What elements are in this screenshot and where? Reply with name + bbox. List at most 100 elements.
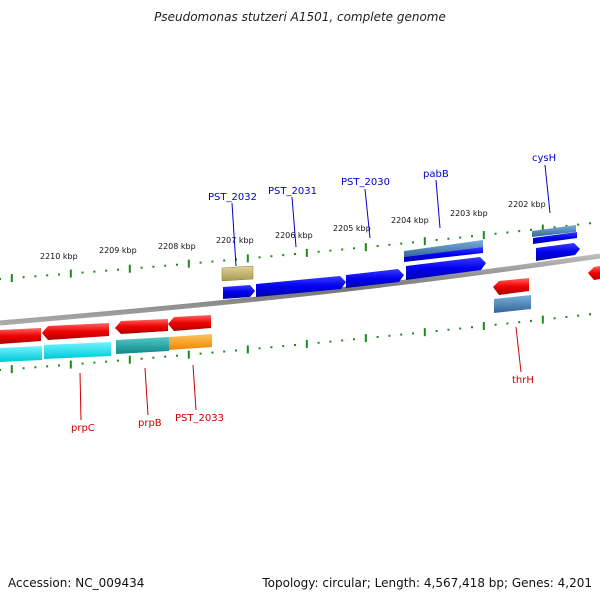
ruler-minor-tick [506,322,509,325]
ruler-minor-tick [164,264,167,267]
gene-prpb-arrow[interactable] [115,319,168,334]
ruler-minor-tick [199,352,202,355]
gene-label-pst-2031[interactable]: PST_2031 [268,186,317,197]
ruler-major-tick [69,360,72,369]
ruler-minor-tick [223,259,226,262]
ruler-minor-tick [270,346,273,349]
ruler-minor-tick [22,367,25,370]
ruler-major-tick [246,345,249,354]
ruler-minor-tick [353,247,355,250]
ruler-minor-tick [577,223,580,226]
ruler-minor-tick [223,350,226,353]
gene-cysh-arrow[interactable] [536,243,580,261]
ruler-minor-tick [211,260,214,263]
feature-steel-box-cysh[interactable] [532,225,576,237]
kbp-label-2209: 2209 kbp [99,246,137,255]
ruler-minor-tick [471,326,473,329]
ruler-minor-tick [435,329,438,332]
gene-thrh-arrow[interactable] [493,278,529,295]
ruler-minor-tick [258,256,261,259]
gene-cysh-box[interactable] [533,232,577,244]
ruler-minor-tick [376,244,379,247]
gene-label-prpb[interactable]: prpB [138,418,162,429]
ruler-major-tick [482,230,485,239]
gene-label-pst-2032[interactable]: PST_2032 [208,192,257,203]
ruler-major-tick [364,334,367,343]
ruler-minor-tick [211,351,214,354]
ruler-minor-tick [459,236,462,239]
ruler-minor-tick [117,268,119,271]
ruler-minor-tick [447,328,450,331]
kbp-label-2202: 2202 kbp [508,200,546,209]
genome-backbone [0,253,600,326]
ruler-minor-tick [400,333,403,336]
ruler-major-tick [10,274,13,283]
feature-steel-box-pabb[interactable] [404,240,483,257]
gene-pst-2030-arrow[interactable] [346,269,404,288]
gene-label-cysh[interactable]: cysH [532,153,556,164]
ruler-minor-tick [506,231,509,234]
ruler-minor-tick [58,273,60,276]
feature-teal-prpb[interactable] [116,337,169,354]
ruler-minor-tick [494,232,497,235]
ruler-major-tick [128,355,131,364]
feature-steel-box-thrh[interactable] [494,295,531,313]
gene-pabb-arrow[interactable] [406,257,486,280]
ruler-major-tick [364,243,367,252]
feature-cyan-left[interactable] [0,346,42,362]
label-leaders [79,164,551,421]
ruler-minor-tick [140,357,143,360]
ruler-minor-tick [553,226,556,229]
ruler-minor-tick [412,332,414,335]
reverse-features [0,266,600,362]
gene-label-thrh[interactable]: thrH [512,375,534,386]
ruler-minor-tick [518,321,521,324]
gene-pst-2032-arrow[interactable] [223,285,255,299]
feature-cyan-prpc[interactable] [44,342,111,359]
gene-reverse-left-arrow[interactable] [0,328,41,344]
upper-ruler [0,222,591,283]
feature-olive-box[interactable] [221,265,254,282]
ruler-minor-tick [164,355,167,358]
ruler-minor-tick [565,224,568,227]
ruler-minor-tick [412,241,414,244]
ruler-minor-tick [518,230,521,233]
gene-label-pabb[interactable]: pabB [423,169,449,180]
ruler-minor-tick [317,250,320,253]
ruler-minor-tick [589,222,591,225]
gene-label-pst-2033[interactable]: PST_2033 [175,413,224,424]
ruler-minor-tick [494,323,497,326]
gene-prpc-arrow[interactable] [42,323,109,340]
gene-labels: PST_2032 PST_2031 PST_2030 pabB cysH prp… [71,153,556,434]
ruler-minor-tick [22,276,25,279]
ruler-major-tick [482,321,485,330]
ruler-minor-tick [388,334,391,337]
ruler-minor-tick [258,347,261,350]
gene-pst-2031-arrow[interactable] [256,276,346,297]
ruler-minor-tick [140,266,143,269]
ruler-major-tick [423,237,426,246]
ruler-minor-tick [329,340,332,343]
kbp-label-2206: 2206 kbp [275,231,313,240]
gene-pst-2033-arrow[interactable] [168,315,211,331]
ruler-minor-tick [270,255,273,258]
ruler-minor-tick [81,271,84,274]
ruler-major-tick [69,269,72,278]
gene-pabb-box[interactable] [404,247,483,262]
ruler-minor-tick [471,235,473,238]
ruler-major-tick [541,224,544,233]
feature-orange-pst-2033[interactable] [169,334,212,350]
gene-reverse-right-arrow[interactable] [588,266,600,280]
ruler-minor-tick [341,248,344,251]
ruler-minor-tick [530,228,532,231]
ruler-minor-tick [553,317,556,320]
ruler-major-tick [187,350,190,359]
ruler-minor-tick [317,341,320,344]
gene-label-pst-2030[interactable]: PST_2030 [341,177,390,188]
map-title: Pseudomonas stutzeri A1501, complete gen… [154,10,446,24]
ruler-minor-tick [459,327,462,330]
ruler-minor-tick [577,314,580,317]
gene-label-prpc[interactable]: prpC [71,423,95,434]
ruler-minor-tick [589,313,591,316]
ruler-minor-tick [282,254,285,257]
